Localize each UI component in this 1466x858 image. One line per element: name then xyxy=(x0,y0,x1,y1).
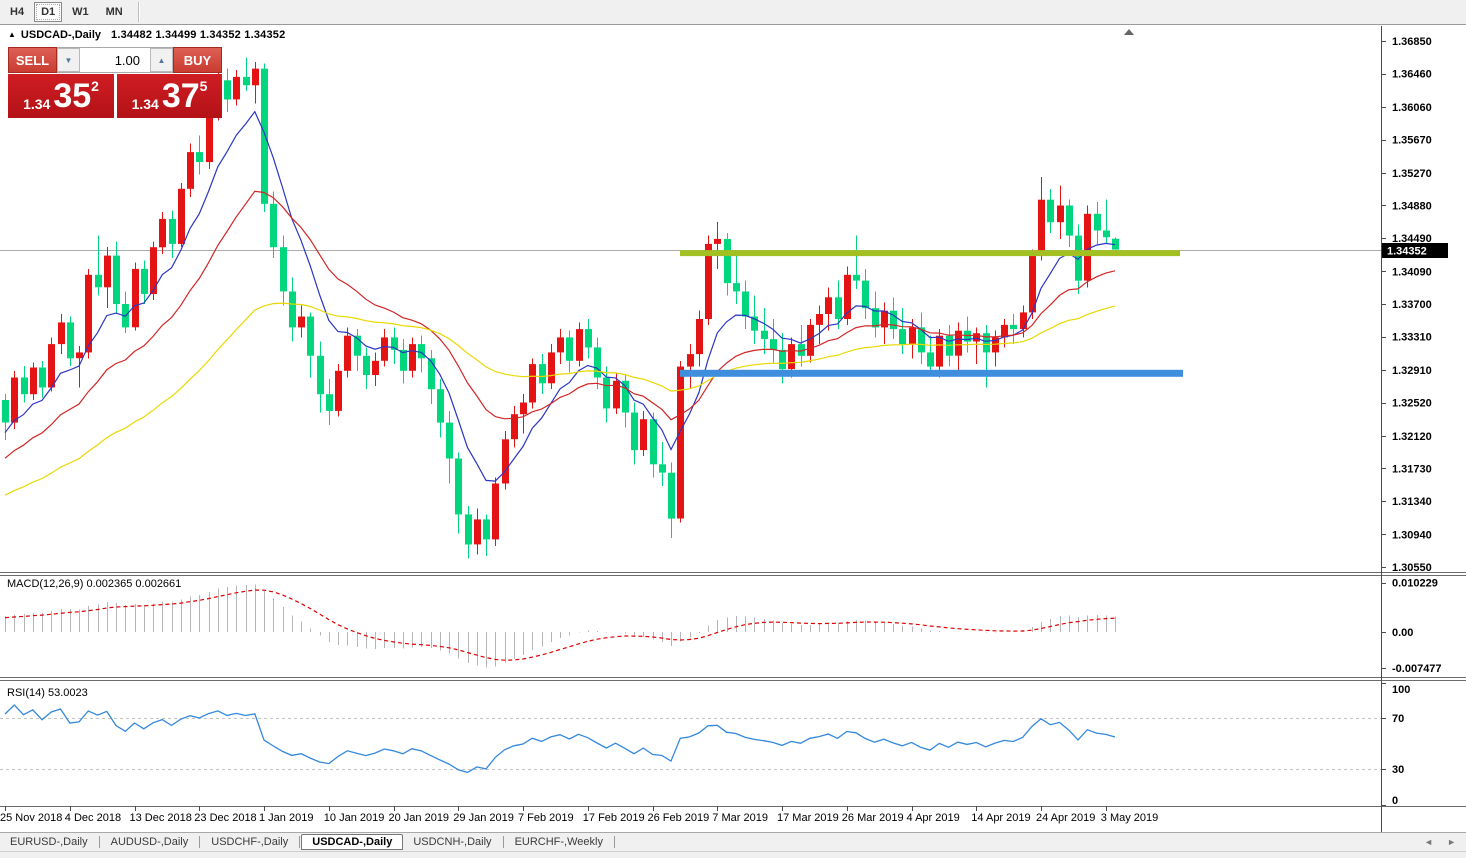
tab-scroll-arrows: ◄ ► xyxy=(1424,837,1456,847)
toolbar-divider xyxy=(137,2,140,22)
svg-text:1.34090: 1.34090 xyxy=(1392,266,1432,278)
chevron-down-icon: ▼ xyxy=(64,55,73,65)
svg-text:1.33700: 1.33700 xyxy=(1392,299,1432,311)
svg-text:1.32120: 1.32120 xyxy=(1392,431,1432,443)
bid-price-button[interactable]: 1.34 35 2 xyxy=(8,74,114,118)
chevron-up-icon: ▲ xyxy=(157,55,166,65)
svg-text:26 Feb 2019: 26 Feb 2019 xyxy=(648,812,710,824)
tab-separator xyxy=(98,836,100,848)
svg-text:0: 0 xyxy=(1392,795,1398,807)
chart-title: ▲ USDCAD-,Daily 1.34482 1.34499 1.34352 1.… xyxy=(8,29,285,41)
svg-text:7 Feb 2019: 7 Feb 2019 xyxy=(518,812,574,824)
svg-text:1.30550: 1.30550 xyxy=(1392,562,1432,574)
timeframe-button-d1[interactable]: D1 xyxy=(34,2,63,22)
collapse-arrow-icon[interactable]: ▲ xyxy=(8,30,16,39)
svg-text:23 Dec 2018: 23 Dec 2018 xyxy=(194,812,256,824)
ask-price-sup: 5 xyxy=(199,78,208,94)
tab-separator xyxy=(502,836,504,848)
svg-text:1.36850: 1.36850 xyxy=(1392,36,1432,48)
svg-text:0.00: 0.00 xyxy=(1392,627,1413,639)
svg-text:14 Apr 2019: 14 Apr 2019 xyxy=(971,812,1030,824)
volume-increase-button[interactable]: ▲ xyxy=(150,48,173,72)
volume-spinner: ▼ 1.00 ▲ xyxy=(57,47,173,73)
svg-text:4 Apr 2019: 4 Apr 2019 xyxy=(907,812,960,824)
svg-text:1.31340: 1.31340 xyxy=(1392,496,1432,508)
tab-separator xyxy=(199,836,201,848)
symbol-title: USDCAD-,Daily xyxy=(20,29,101,41)
tab-audusd-daily[interactable]: AUDUSD-,Daily xyxy=(110,836,189,848)
svg-text:0.010229: 0.010229 xyxy=(1392,578,1438,590)
svg-text:20 Jan 2019: 20 Jan 2019 xyxy=(389,812,450,824)
svg-text:26 Mar 2019: 26 Mar 2019 xyxy=(842,812,904,824)
svg-text:3 May 2019: 3 May 2019 xyxy=(1101,812,1158,824)
timeframe-button-w1[interactable]: W1 xyxy=(72,6,89,18)
svg-text:30: 30 xyxy=(1392,764,1404,776)
bid-price-big: 35 xyxy=(53,77,92,115)
tab-separator xyxy=(613,836,615,848)
svg-text:10 Jan 2019: 10 Jan 2019 xyxy=(324,812,385,824)
svg-text:-0.007477: -0.007477 xyxy=(1392,663,1442,675)
svg-text:24 Apr 2019: 24 Apr 2019 xyxy=(1036,812,1095,824)
svg-text:7 Mar 2019: 7 Mar 2019 xyxy=(712,812,768,824)
svg-text:1.32520: 1.32520 xyxy=(1392,398,1432,410)
svg-text:1.34490: 1.34490 xyxy=(1392,233,1432,245)
chart-area: 1.36850 1.36460 1.36060 1.35670 1.35270 1.348… xyxy=(0,26,1466,832)
svg-text:1.35270: 1.35270 xyxy=(1392,168,1432,180)
symbol-tabs: EURUSD-,Daily AUDUSD-,Daily USDCHF-,Daily U… xyxy=(0,834,616,850)
svg-text:100: 100 xyxy=(1392,684,1410,696)
svg-text:29 Jan 2019: 29 Jan 2019 xyxy=(453,812,514,824)
svg-text:1.36060: 1.36060 xyxy=(1392,102,1432,114)
buy-button[interactable]: BUY xyxy=(173,47,222,73)
svg-text:17 Mar 2019: 17 Mar 2019 xyxy=(777,812,839,824)
tab-scroll-right-icon[interactable]: ► xyxy=(1447,837,1456,847)
tab-scroll-left-icon[interactable]: ◄ xyxy=(1424,837,1434,847)
sell-button[interactable]: SELL xyxy=(8,47,57,73)
svg-text:1.32910: 1.32910 xyxy=(1392,365,1432,377)
timeframe-toolbar: H4 D1 W1 MN xyxy=(0,0,1466,25)
one-click-trading-panel: SELL ▼ 1.00 ▲ BUY 1.34 35 2 xyxy=(8,47,222,118)
tab-eurchf-weekly[interactable]: EURCHF-,Weekly xyxy=(514,836,603,848)
volume-input[interactable]: 1.00 xyxy=(114,52,140,68)
tab-usdcnh-daily[interactable]: USDCNH-,Daily xyxy=(413,836,492,848)
ask-price-big: 37 xyxy=(161,77,200,115)
svg-text:1.35670: 1.35670 xyxy=(1392,135,1432,147)
svg-text:25 Nov 2018: 25 Nov 2018 xyxy=(0,812,62,824)
svg-text:1.34352: 1.34352 xyxy=(1387,246,1427,258)
bid-price-small: 1.34 xyxy=(23,96,51,112)
svg-text:13 Dec 2018: 13 Dec 2018 xyxy=(130,812,192,824)
svg-text:1.30940: 1.30940 xyxy=(1392,529,1432,541)
scroll-to-end-icon[interactable] xyxy=(1124,29,1134,35)
svg-text:1.33310: 1.33310 xyxy=(1392,332,1432,344)
ask-price-button[interactable]: 1.34 37 5 xyxy=(117,74,222,118)
timeframe-button-mn[interactable]: MN xyxy=(105,6,123,18)
svg-text:4 Dec 2018: 4 Dec 2018 xyxy=(65,812,121,824)
tab-usdcad-daily[interactable]: USDCAD-,Daily xyxy=(301,834,404,850)
svg-text:1.34880: 1.34880 xyxy=(1392,201,1432,213)
tab-usdchf-daily[interactable]: USDCHF-,Daily xyxy=(211,836,289,848)
macd-label: MACD(12,26,9) 0.002365 0.002661 xyxy=(7,578,182,590)
ask-price-small: 1.34 xyxy=(131,96,159,112)
svg-text:17 Feb 2019: 17 Feb 2019 xyxy=(583,812,645,824)
symbol-tab-bar: EURUSD-,Daily AUDUSD-,Daily USDCHF-,Daily U… xyxy=(0,832,1466,851)
svg-text:1.36460: 1.36460 xyxy=(1392,69,1432,81)
rsi-label: RSI(14) 53.0023 xyxy=(7,687,88,699)
svg-text:1.31730: 1.31730 xyxy=(1392,464,1432,476)
timeframe-button-h4[interactable]: H4 xyxy=(10,6,25,18)
tab-eurusd-daily[interactable]: EURUSD-,Daily xyxy=(10,836,88,848)
bottom-strip xyxy=(0,851,1466,858)
volume-decrease-button[interactable]: ▼ xyxy=(57,48,80,72)
bid-price-sup: 2 xyxy=(91,78,99,94)
price-chart-canvas[interactable]: 1.36850 1.36460 1.36060 1.35670 1.35270 1.348… xyxy=(0,26,1466,832)
svg-text:1 Jan 2019: 1 Jan 2019 xyxy=(259,812,313,824)
tab-separator xyxy=(299,836,301,848)
ohlc-values: 1.34482 1.34499 1.34352 1.34352 xyxy=(111,29,286,41)
svg-text:70: 70 xyxy=(1392,713,1404,725)
